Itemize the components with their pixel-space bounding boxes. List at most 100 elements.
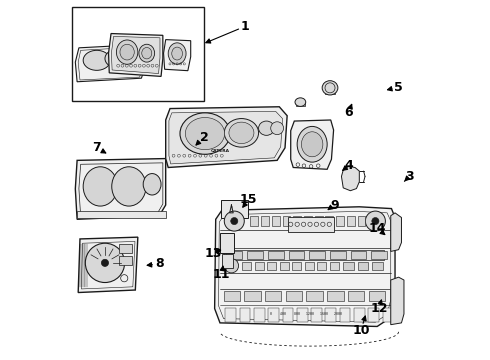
Polygon shape: [391, 213, 401, 251]
Ellipse shape: [112, 167, 146, 206]
Bar: [223, 249, 384, 260]
Bar: [247, 251, 263, 258]
Ellipse shape: [105, 50, 128, 67]
Text: 9: 9: [330, 198, 339, 212]
Circle shape: [231, 217, 238, 225]
Polygon shape: [215, 207, 395, 327]
Bar: [280, 262, 289, 270]
Ellipse shape: [295, 98, 306, 107]
Bar: [354, 307, 365, 322]
Ellipse shape: [366, 211, 386, 231]
Bar: [265, 292, 281, 301]
Bar: [340, 307, 350, 322]
Text: 14: 14: [368, 222, 386, 235]
Ellipse shape: [224, 258, 239, 273]
Bar: [315, 216, 322, 226]
Ellipse shape: [85, 243, 124, 283]
Polygon shape: [169, 111, 283, 164]
Polygon shape: [111, 36, 160, 73]
Text: 13: 13: [204, 247, 221, 260]
Bar: [296, 102, 305, 107]
Bar: [222, 254, 233, 267]
Circle shape: [372, 217, 379, 225]
Text: 6: 6: [344, 105, 353, 119]
Bar: [272, 216, 280, 226]
Bar: [311, 307, 322, 322]
Bar: [383, 307, 393, 322]
Text: 11: 11: [213, 268, 230, 281]
Bar: [325, 88, 335, 94]
Bar: [309, 251, 325, 258]
Text: 0    400    800   1200   1600   2000: 0 400 800 1200 1600 2000: [270, 312, 342, 316]
Bar: [250, 216, 258, 226]
Bar: [292, 262, 301, 270]
Ellipse shape: [172, 47, 182, 60]
Bar: [304, 216, 312, 226]
Bar: [286, 292, 302, 301]
Text: 10: 10: [352, 324, 370, 337]
Polygon shape: [75, 158, 166, 219]
Text: 15: 15: [240, 193, 257, 206]
Text: 12: 12: [370, 302, 388, 315]
Bar: [372, 262, 383, 270]
Bar: [220, 201, 247, 217]
Bar: [119, 244, 132, 253]
Bar: [325, 307, 336, 322]
Text: 4: 4: [344, 159, 353, 172]
Bar: [358, 216, 366, 226]
Bar: [226, 251, 242, 258]
Bar: [336, 216, 344, 226]
Bar: [289, 251, 304, 258]
Bar: [261, 216, 269, 226]
Text: 2: 2: [199, 131, 208, 144]
Bar: [255, 262, 264, 270]
Bar: [351, 251, 367, 258]
Ellipse shape: [301, 132, 323, 157]
Text: 7: 7: [93, 141, 101, 154]
Bar: [254, 307, 265, 322]
Ellipse shape: [297, 126, 327, 162]
Ellipse shape: [117, 40, 138, 64]
Bar: [283, 216, 291, 226]
Bar: [225, 307, 236, 322]
Text: !: !: [230, 206, 232, 211]
Bar: [77, 211, 166, 217]
Ellipse shape: [229, 122, 254, 144]
Bar: [343, 262, 354, 270]
Polygon shape: [78, 237, 138, 293]
Bar: [268, 251, 284, 258]
Ellipse shape: [139, 44, 155, 62]
Bar: [347, 216, 355, 226]
Polygon shape: [342, 166, 359, 191]
Text: 1: 1: [241, 20, 249, 33]
Bar: [240, 307, 250, 322]
Polygon shape: [164, 40, 191, 71]
Bar: [305, 262, 314, 270]
Bar: [242, 262, 251, 270]
Bar: [223, 292, 240, 301]
Ellipse shape: [180, 113, 230, 154]
Bar: [358, 262, 368, 270]
Polygon shape: [75, 44, 147, 82]
Circle shape: [101, 259, 109, 266]
Bar: [368, 307, 379, 322]
Bar: [371, 251, 387, 258]
Ellipse shape: [142, 48, 152, 59]
Bar: [293, 216, 301, 226]
Bar: [368, 292, 385, 301]
Polygon shape: [166, 107, 287, 167]
Polygon shape: [291, 120, 334, 169]
Ellipse shape: [83, 50, 110, 70]
Bar: [330, 251, 346, 258]
Bar: [330, 262, 339, 270]
Polygon shape: [109, 33, 163, 76]
Text: 5: 5: [394, 81, 403, 94]
Bar: [220, 233, 234, 253]
Ellipse shape: [185, 117, 224, 150]
Ellipse shape: [259, 121, 274, 135]
Ellipse shape: [322, 81, 338, 95]
Text: 3: 3: [405, 170, 414, 183]
Ellipse shape: [83, 167, 118, 206]
Bar: [119, 256, 132, 265]
Polygon shape: [391, 277, 404, 325]
